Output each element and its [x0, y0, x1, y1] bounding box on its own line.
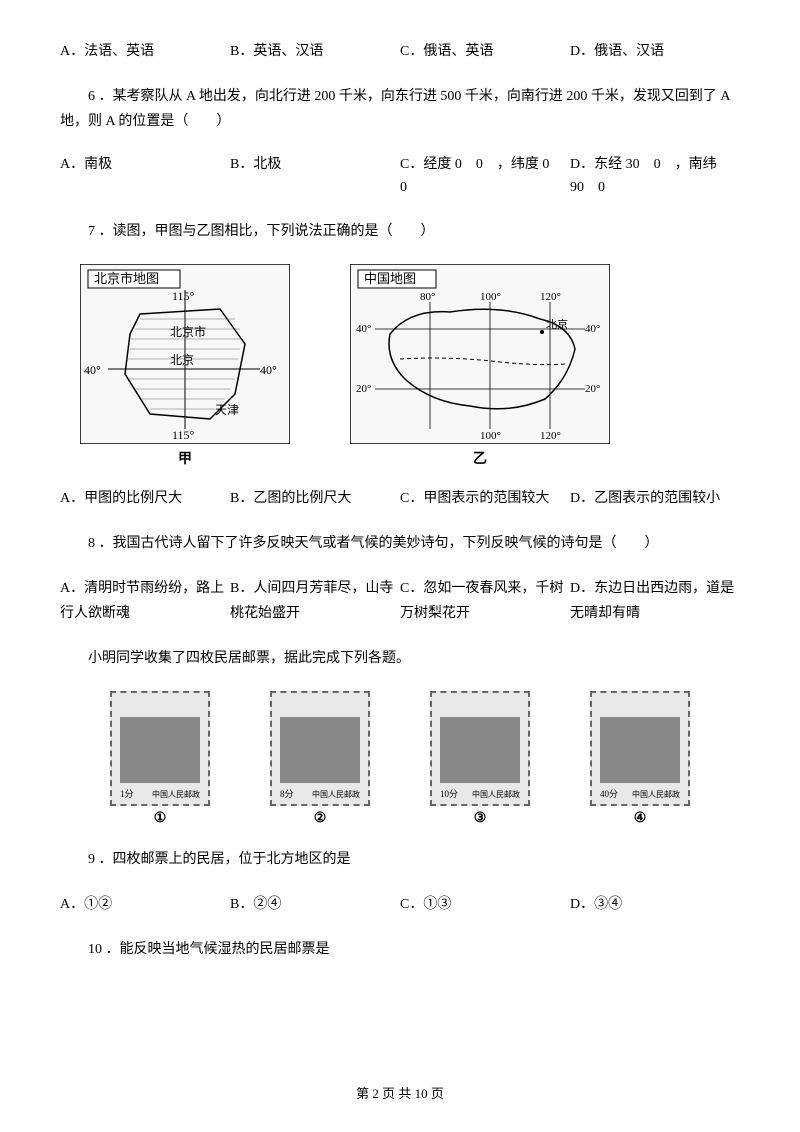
q10-text: 10 ．能反映当地气候湿热的民居邮票是 [60, 937, 740, 962]
footer-current: 2 [372, 1086, 379, 1101]
stamp-1: 1分 中国人民邮政 [110, 691, 210, 806]
q9-option-c: C．①③ [400, 893, 570, 913]
q9-option-b: B．②④ [230, 893, 400, 913]
q7-option-a: A．甲图的比例尺大 [60, 488, 230, 510]
stamp-4-value: 40分 [600, 787, 618, 800]
stamp-4-label: ④ [634, 810, 647, 827]
q8-options: A．清明时节雨纷纷，路上行人欲断魂 B．人间四月芳菲尽，山寺桃花始盛开 C．忽如… [60, 576, 740, 626]
map-yi-caption: 乙 [473, 448, 487, 468]
map-yi-lon3: 120° [540, 291, 561, 303]
q9-option-a: A．①② [60, 893, 230, 913]
q5-option-c: C．俄语、英语 [400, 40, 570, 60]
q8-text: 8 ．我国古代诗人留下了许多反映天气或者气候的美妙诗句，下列反映气候的诗句是（ … [60, 531, 740, 556]
map-yi-lon1: 80° [420, 291, 435, 303]
q7-text: 7 ．读图，甲图与乙图相比，下列说法正确的是（ ） [60, 219, 740, 244]
q7-option-b: B．乙图的比例尺大 [230, 488, 400, 510]
q6-text: 6 ．某考察队从 A 地出发，向北行进 200 千米，向东行进 500 千米，向… [60, 84, 740, 134]
map-jia: 北京市地图 115° 115° 40° 40° 北京市 北京 天津 [80, 264, 290, 444]
q5-option-d: D．俄语、汉语 [570, 40, 740, 60]
q7-option-c: C．甲图表示的范围较大 [400, 488, 570, 510]
stamp-3: 10分 中国人民邮政 [430, 691, 530, 806]
stamp-2-image [280, 717, 359, 784]
stamp-2-label: ② [314, 810, 327, 827]
stamp-1-label: ① [154, 810, 167, 827]
map-jia-lat-left: 40° [84, 363, 101, 377]
map-yi-lat2r: 20° [585, 383, 600, 395]
q9-text: 9 ．四枚邮票上的民居，位于北方地区的是 [60, 847, 740, 872]
map-yi-container: 中国地图 80° 100° 120° 100° 120° 40° 40° 20°… [350, 264, 610, 468]
stamp-3-container: 10分 中国人民邮政 ③ [430, 691, 530, 827]
map-jia-caption: 甲 [178, 448, 192, 468]
q7-maps: 北京市地图 115° 115° 40° 40° 北京市 北京 天津 甲 中 [60, 264, 740, 468]
stamp-2-container: 8分 中国人民邮政 ② [270, 691, 370, 827]
map-jia-title: 北京市地图 [94, 271, 159, 286]
map-yi-lat2l: 20° [356, 383, 371, 395]
stamp-4-container: 40分 中国人民邮政 ④ [590, 691, 690, 827]
map-jia-city1: 北京市 [170, 324, 206, 339]
stamps-intro: 小明同学收集了四枚民居邮票，据此完成下列各题。 [60, 646, 740, 671]
map-yi-lat1r: 40° [585, 323, 600, 335]
stamp-1-issuer: 中国人民邮政 [152, 789, 200, 800]
stamp-4-image [600, 717, 679, 784]
q6-option-a: A．南极 [60, 154, 230, 199]
q8-option-a: A．清明时节雨纷纷，路上行人欲断魂 [60, 576, 230, 626]
q6-options: A．南极 B．北极 C．经度 0 0 ，纬度 0 0 D．东经 30 0 ，南纬… [60, 154, 740, 199]
map-yi-beijing: 北京 [546, 317, 568, 331]
q5-option-a: A．法语、英语 [60, 40, 230, 60]
footer-prefix: 第 [356, 1086, 369, 1101]
stamp-1-value: 1分 [120, 787, 134, 800]
map-yi-lon3b: 120° [540, 430, 561, 442]
q5-option-b: B．英语、汉语 [230, 40, 400, 60]
stamp-3-label: ③ [474, 810, 487, 827]
map-yi-lat1l: 40° [356, 323, 371, 335]
q8-option-b: B．人间四月芳菲尽，山寺桃花始盛开 [230, 576, 400, 626]
q9-options: A．①② B．②④ C．①③ D．③④ [60, 893, 740, 913]
q6-option-d: D．东经 30 0 ，南纬 90 0 [570, 154, 740, 199]
footer-mid: 页 共 [382, 1086, 411, 1101]
stamp-1-image [120, 717, 199, 784]
stamp-2: 8分 中国人民邮政 [270, 691, 370, 806]
map-jia-lon-bottom: 115° [172, 428, 195, 442]
map-yi: 中国地图 80° 100° 120° 100° 120° 40° 40° 20°… [350, 264, 610, 444]
map-jia-container: 北京市地图 115° 115° 40° 40° 北京市 北京 天津 甲 [80, 264, 290, 468]
q5-options: A．法语、英语 B．英语、汉语 C．俄语、英语 D．俄语、汉语 [60, 40, 740, 60]
q6-option-c: C．经度 0 0 ，纬度 0 0 [400, 154, 570, 199]
map-jia-lat-right: 40° [260, 363, 277, 377]
map-jia-city2: 北京 [170, 353, 194, 367]
q8-option-d: D．东边日出西边雨，道是无晴却有晴 [570, 576, 740, 626]
map-yi-lon2: 100° [480, 291, 501, 303]
stamp-1-container: 1分 中国人民邮政 ① [110, 691, 210, 827]
stamp-3-value: 10分 [440, 787, 458, 800]
stamp-2-issuer: 中国人民邮政 [312, 789, 360, 800]
q9-option-d: D．③④ [570, 893, 740, 913]
stamp-4: 40分 中国人民邮政 [590, 691, 690, 806]
stamps-row: 1分 中国人民邮政 ① 8分 中国人民邮政 ② 10分 中国人民邮政 ③ [60, 691, 740, 827]
q6-option-b: B．北极 [230, 154, 400, 199]
page-footer: 第 2 页 共 10 页 [0, 1083, 800, 1102]
map-jia-lon-top: 115° [172, 289, 195, 303]
stamp-3-image [440, 717, 519, 784]
map-jia-city3: 天津 [215, 403, 239, 417]
stamp-4-issuer: 中国人民邮政 [632, 789, 680, 800]
stamp-3-issuer: 中国人民邮政 [472, 789, 520, 800]
footer-total: 10 [415, 1086, 428, 1101]
q7-options: A．甲图的比例尺大 B．乙图的比例尺大 C．甲图表示的范围较大 D．乙图表示的范… [60, 488, 740, 510]
footer-suffix: 页 [431, 1086, 444, 1101]
stamp-2-value: 8分 [280, 787, 294, 800]
map-yi-title: 中国地图 [364, 271, 416, 286]
map-yi-lon2b: 100° [480, 430, 501, 442]
q8-option-c: C．忽如一夜春风来，千树万树梨花开 [400, 576, 570, 626]
q7-option-d: D．乙图表示的范围较小 [570, 488, 740, 510]
